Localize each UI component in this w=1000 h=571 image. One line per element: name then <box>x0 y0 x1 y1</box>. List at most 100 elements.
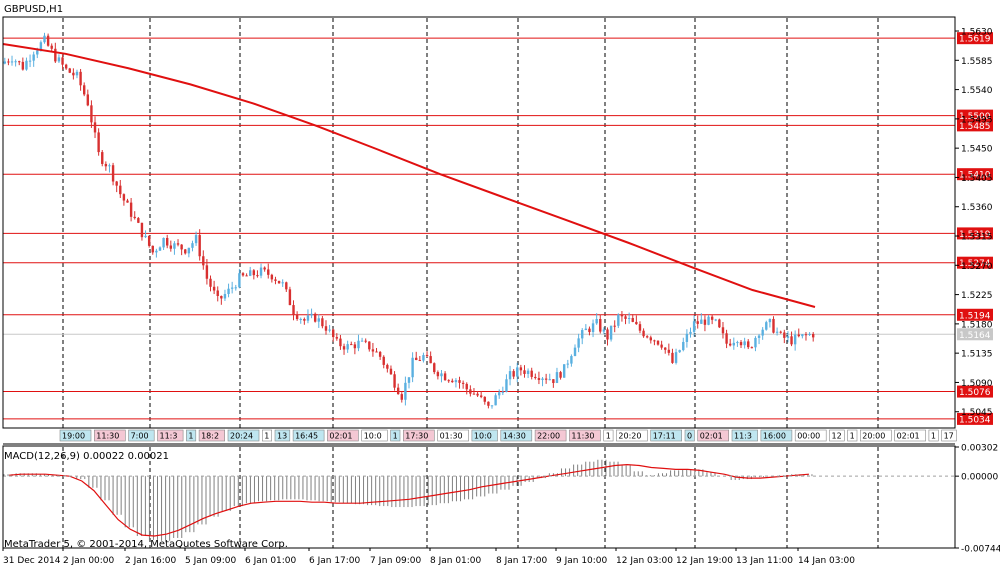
candle-body <box>353 344 357 349</box>
event-label: 16:45 <box>295 432 318 441</box>
candle-body <box>469 389 472 394</box>
candle-body <box>433 363 436 373</box>
price-tick-label: 1.5405 <box>961 174 993 184</box>
candle-body <box>137 218 140 223</box>
macd-pane[interactable]: MACD(12,26,9) 0.00022 0.00021 <box>3 447 955 548</box>
candle-body <box>512 371 515 377</box>
candle-body <box>173 243 176 249</box>
candle-body <box>447 380 450 382</box>
candle-body <box>288 289 292 306</box>
candle-body <box>274 279 277 281</box>
event-label-bg <box>471 429 498 442</box>
candle-body <box>523 370 526 374</box>
event-label: 11:3 <box>160 432 178 441</box>
price-pane[interactable]: 19:00 11:30 7:00 11:3 1 18:2 20:24 1 13 16:45 02:0… <box>2 4 957 442</box>
candle-body <box>400 394 403 400</box>
price-tick-label: 1.5450 <box>961 145 993 155</box>
candle-body <box>627 318 631 320</box>
candle-body <box>292 305 295 315</box>
time-tick-label: 13 Jan 11:00 <box>736 556 793 566</box>
candle-body <box>707 316 710 325</box>
candle-body <box>548 379 551 381</box>
candle-body <box>72 72 75 76</box>
candle-body <box>97 132 100 153</box>
candle-body <box>526 370 530 374</box>
candle-body <box>202 256 205 266</box>
candle-body <box>714 319 717 321</box>
time-tick-label: 12 Jan 03:00 <box>616 556 673 566</box>
candle-body <box>671 352 674 363</box>
candle-body <box>566 363 569 365</box>
candle-body <box>119 185 122 195</box>
candle-body <box>645 336 649 338</box>
candle-body <box>801 334 804 337</box>
candle-body <box>360 340 364 342</box>
event-label-bg <box>186 429 197 442</box>
event-label-bg <box>402 429 435 442</box>
level-price-label-bg <box>957 168 993 181</box>
candle-body <box>786 336 790 338</box>
candle-body <box>407 377 411 383</box>
macd-tick-label: -0.00744 <box>961 545 1000 555</box>
event-label-bg <box>941 429 957 442</box>
candle-body <box>494 395 497 406</box>
candle-body <box>458 380 461 383</box>
moving-average-line <box>2 43 816 308</box>
candle-body <box>263 267 266 270</box>
event-label-bg <box>292 429 325 442</box>
candle-body <box>624 316 627 319</box>
candle-body <box>498 392 501 396</box>
event-label: 17 <box>944 432 954 441</box>
level-price-label-bg <box>957 32 993 45</box>
level-price-label-bg <box>957 227 993 240</box>
event-label-bg <box>94 429 126 442</box>
candle-body <box>83 85 86 95</box>
candle-body <box>425 355 429 357</box>
level-price-label: 1.5500 <box>959 112 991 122</box>
macd-title: MACD(12,26,9) 0.00022 0.00021 <box>4 451 169 462</box>
level-price-label-bg <box>957 109 993 122</box>
candle-body <box>454 380 458 383</box>
candle-body <box>555 372 559 384</box>
candle-body <box>577 338 580 348</box>
price-pane-border <box>2 16 956 429</box>
candle-body <box>685 333 689 342</box>
candle-body <box>166 237 169 246</box>
level-price-label: 1.5485 <box>959 122 991 132</box>
event-label-bg <box>650 429 683 442</box>
copyright-footer: MetaTrader 5, © 2001-2014, MetaQuotes So… <box>4 539 288 550</box>
price-tick-label: 1.5315 <box>961 233 993 243</box>
candle-body <box>617 314 620 326</box>
main-chart-title: GBPUSD,H1 <box>4 4 63 15</box>
time-tick-label: 8 Jan 17:00 <box>496 556 548 566</box>
event-label: 1 <box>850 432 855 441</box>
candle-body <box>775 331 779 333</box>
candle-body <box>180 244 183 250</box>
candle-body <box>371 349 375 352</box>
candle-body <box>61 57 64 65</box>
candle-body <box>562 364 566 378</box>
candle-body <box>472 393 476 395</box>
candle-body <box>375 351 378 353</box>
candle-body <box>220 295 223 299</box>
event-label: 7:00 <box>131 432 149 441</box>
candle-body <box>241 273 245 276</box>
candle-body <box>75 71 79 76</box>
candle-body <box>728 343 732 346</box>
event-label: 10:0 <box>474 432 492 441</box>
candle-body <box>725 333 728 344</box>
candle-body <box>140 222 144 238</box>
event-label: 11:30 <box>571 432 594 441</box>
candle-body <box>516 367 519 377</box>
event-label: 02:01 <box>700 432 723 441</box>
candle-body <box>703 319 707 325</box>
event-label-bg <box>327 429 359 442</box>
time-tick-label: 5 Jan 09:00 <box>185 556 237 566</box>
candle-body <box>25 60 28 70</box>
candle-body <box>28 60 32 62</box>
event-label-bg <box>760 429 793 442</box>
candle-body <box>440 373 443 377</box>
candle-body <box>404 382 407 400</box>
time-tick-label: 2 Jan 00:00 <box>63 556 115 566</box>
